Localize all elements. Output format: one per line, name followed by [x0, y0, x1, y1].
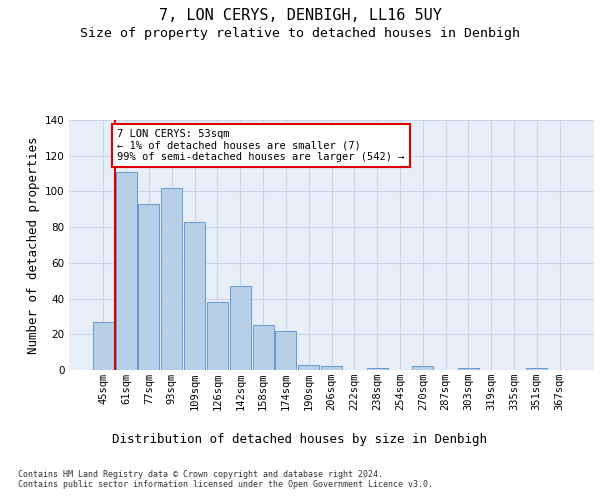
Bar — [93, 322, 114, 370]
Bar — [253, 326, 274, 370]
Bar — [458, 368, 479, 370]
Text: Size of property relative to detached houses in Denbigh: Size of property relative to detached ho… — [80, 28, 520, 40]
Bar — [321, 366, 342, 370]
Text: 7, LON CERYS, DENBIGH, LL16 5UY: 7, LON CERYS, DENBIGH, LL16 5UY — [158, 8, 442, 22]
Text: Distribution of detached houses by size in Denbigh: Distribution of detached houses by size … — [113, 432, 487, 446]
Bar — [184, 222, 205, 370]
Y-axis label: Number of detached properties: Number of detached properties — [26, 136, 40, 354]
Bar — [230, 286, 251, 370]
Bar — [412, 366, 433, 370]
Bar — [526, 368, 547, 370]
Bar — [275, 330, 296, 370]
Text: 7 LON CERYS: 53sqm
← 1% of detached houses are smaller (7)
99% of semi-detached : 7 LON CERYS: 53sqm ← 1% of detached hous… — [117, 129, 404, 162]
Bar — [298, 364, 319, 370]
Text: Contains HM Land Registry data © Crown copyright and database right 2024.
Contai: Contains HM Land Registry data © Crown c… — [18, 470, 433, 490]
Bar — [139, 204, 160, 370]
Bar — [116, 172, 137, 370]
Bar — [207, 302, 228, 370]
Bar — [161, 188, 182, 370]
Bar — [367, 368, 388, 370]
